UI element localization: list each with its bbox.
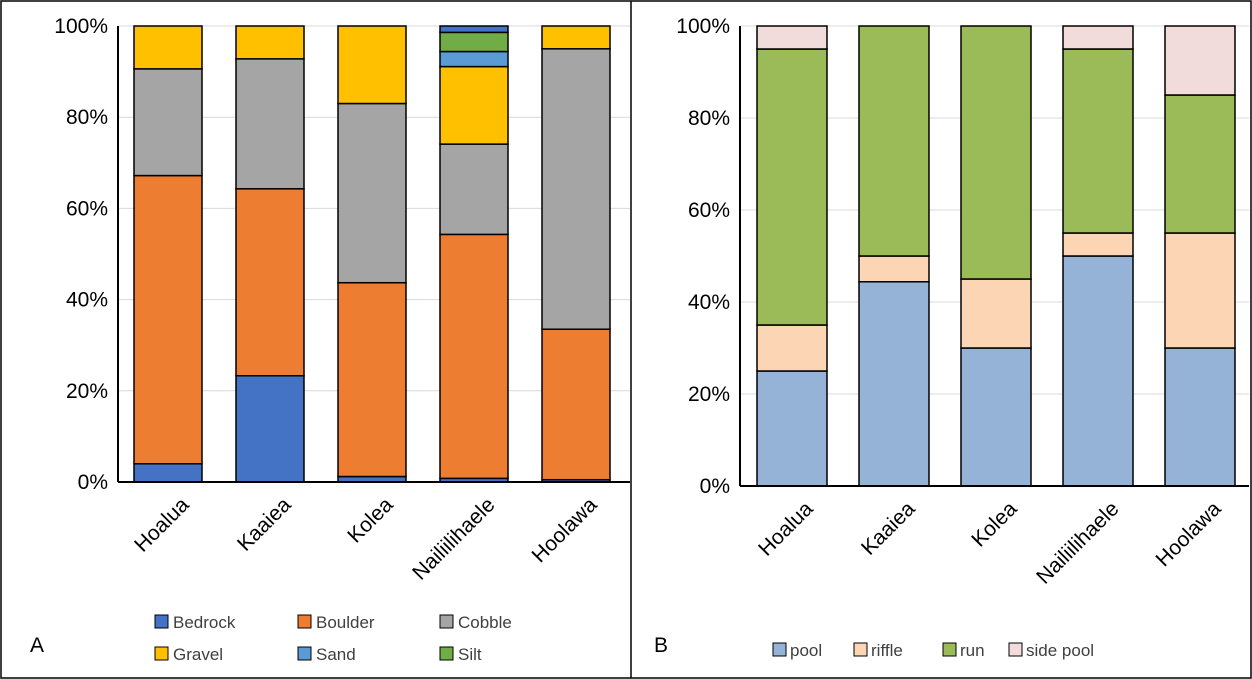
legend-label-run: run xyxy=(960,641,985,660)
bar-segment-hoalua-run xyxy=(757,49,827,325)
bar-segment-kaaiea-pool xyxy=(859,282,929,486)
bar-segment-hoalua-pool xyxy=(757,371,827,486)
y-tick-label: 40% xyxy=(66,289,108,312)
legend-swatch-silt xyxy=(440,647,453,660)
y-tick-label: 40% xyxy=(688,291,730,314)
bar-segment-hoalua-gravel xyxy=(134,26,202,69)
bar-segment-kolea-cobble xyxy=(338,104,406,283)
legend-swatch-gravel xyxy=(155,647,168,660)
panel-label-b: B xyxy=(654,634,668,657)
bar-segment-kaaiea-bedrock xyxy=(236,376,304,482)
y-tick-label: 100% xyxy=(676,15,730,38)
y-tick-label: 0% xyxy=(700,475,730,498)
bar-segment-nailiilihaele-cobble xyxy=(440,144,508,234)
bar-segment-nailiilihaele-series-6 xyxy=(440,26,508,32)
bar-segment-kaaiea-riffle xyxy=(859,256,929,282)
y-tick-label: 100% xyxy=(54,15,108,38)
bar-segment-kolea-boulder xyxy=(338,283,406,477)
legend-label-silt: Silt xyxy=(458,645,482,664)
bar-segment-nailiilihaele-run xyxy=(1063,49,1133,233)
bar-segment-hoolawa-side-pool xyxy=(1165,26,1235,95)
bar-segment-kolea-gravel xyxy=(338,26,406,104)
bar-segment-hoolawa-pool xyxy=(1165,348,1235,486)
legend-swatch-boulder xyxy=(298,615,311,628)
legend-label-boulder: Boulder xyxy=(316,613,375,632)
bar-segment-hoolawa-cobble xyxy=(542,49,610,329)
bar-segment-kaaiea-cobble xyxy=(236,59,304,189)
y-tick-label: 0% xyxy=(78,471,108,494)
y-tick-label: 20% xyxy=(688,383,730,406)
bar-segment-nailiilihaele-silt xyxy=(440,32,508,51)
legend-label-sand: Sand xyxy=(316,645,356,664)
bar-segment-kolea-riffle xyxy=(961,279,1031,348)
legend-label-side-pool: side pool xyxy=(1026,641,1094,660)
bar-segment-kolea-run xyxy=(961,26,1031,279)
legend-label-cobble: Cobble xyxy=(458,613,512,632)
bar-segment-nailiilihaele-side-pool xyxy=(1063,26,1133,49)
y-tick-label: 80% xyxy=(66,106,108,129)
bar-segment-nailiilihaele-sand xyxy=(440,52,508,67)
y-tick-label: 60% xyxy=(66,197,108,220)
bar-segment-hoolawa-boulder xyxy=(542,329,610,479)
legend-swatch-sand xyxy=(298,647,311,660)
bar-segment-kaaiea-gravel xyxy=(236,26,304,59)
bar-segment-kolea-pool xyxy=(961,348,1031,486)
bar-segment-nailiilihaele-riffle xyxy=(1063,233,1133,256)
legend-label-pool: pool xyxy=(790,641,822,660)
bar-segment-kaaiea-boulder xyxy=(236,189,304,376)
bar-segment-hoalua-bedrock xyxy=(134,464,202,482)
panel-label-a: A xyxy=(30,634,44,657)
y-tick-label: 20% xyxy=(66,380,108,403)
bar-segment-hoalua-riffle xyxy=(757,325,827,371)
legend-swatch-run xyxy=(943,643,956,656)
legend-swatch-cobble xyxy=(440,615,453,628)
bar-segment-hoolawa-gravel xyxy=(542,26,610,49)
bar-segment-hoolawa-run xyxy=(1165,95,1235,233)
bar-segment-kaaiea-run xyxy=(859,26,929,256)
legend-swatch-side-pool xyxy=(1009,643,1022,656)
bar-segment-hoalua-side-pool xyxy=(757,26,827,49)
bar-segment-nailiilihaele-pool xyxy=(1063,256,1133,486)
bar-segment-hoolawa-riffle xyxy=(1165,233,1235,348)
legend-label-bedrock: Bedrock xyxy=(173,613,236,632)
legend-swatch-bedrock xyxy=(155,615,168,628)
legend-label-riffle: riffle xyxy=(871,641,903,660)
legend-swatch-riffle xyxy=(854,643,867,656)
y-tick-label: 60% xyxy=(688,199,730,222)
bar-segment-hoalua-boulder xyxy=(134,176,202,464)
bar-segment-hoalua-cobble xyxy=(134,69,202,176)
bar-segment-nailiilihaele-boulder xyxy=(440,234,508,478)
legend-swatch-pool xyxy=(773,643,786,656)
y-tick-label: 80% xyxy=(688,107,730,130)
legend-label-gravel: Gravel xyxy=(173,645,223,664)
bar-segment-nailiilihaele-gravel xyxy=(440,67,508,145)
